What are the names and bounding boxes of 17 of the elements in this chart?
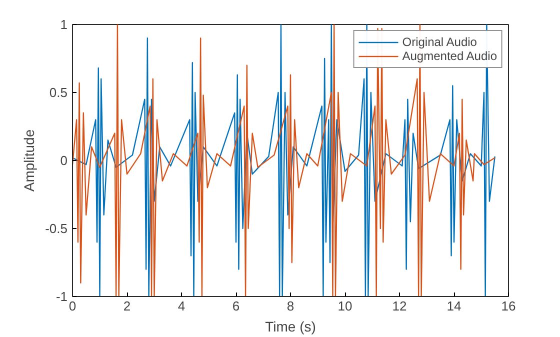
x-tick-label: 8 bbox=[286, 298, 294, 314]
x-tick-label: 12 bbox=[392, 298, 407, 314]
y-tick-label: -0.5 bbox=[45, 221, 68, 236]
x-tick-label: 10 bbox=[338, 298, 352, 314]
x-tick-label: 6 bbox=[232, 298, 240, 314]
y-axis-title: Amplitude bbox=[21, 129, 38, 192]
y-tick-label: -1 bbox=[56, 289, 68, 304]
legend-label: Augmented Audio bbox=[402, 49, 497, 63]
x-axis-title: Time (s) bbox=[265, 318, 316, 334]
y-tick-label: 0.5 bbox=[49, 85, 68, 100]
x-tick-label: 14 bbox=[446, 298, 462, 314]
x-tick-label: 4 bbox=[178, 298, 186, 314]
x-tick-label: 2 bbox=[123, 298, 131, 314]
y-tick-label: 0 bbox=[60, 153, 68, 168]
legend-label: Original Audio bbox=[402, 35, 477, 49]
y-tick-label: 1 bbox=[60, 17, 68, 32]
x-tick-label: 16 bbox=[501, 298, 516, 314]
